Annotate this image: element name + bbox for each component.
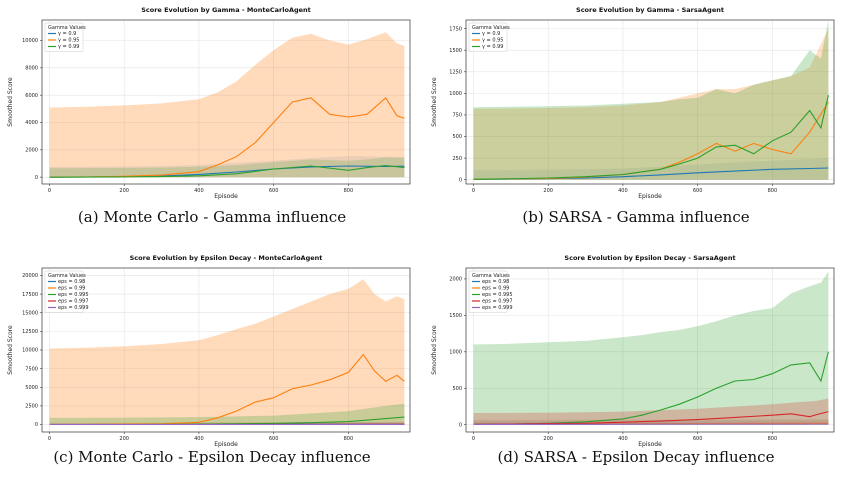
x-tick-label: 0 <box>48 188 51 194</box>
x-tick-label: 600 <box>693 436 703 442</box>
series-line <box>474 424 829 425</box>
confidence-band <box>474 272 829 425</box>
legend-entry: eps = 0.99 <box>482 286 509 292</box>
y-tick-label: 10000 <box>22 38 38 44</box>
y-tick-label: 15000 <box>22 310 38 316</box>
y-tick-label: 12500 <box>22 329 38 335</box>
chart-title: Score Evolution by Gamma - MonteCarloAge… <box>141 6 311 14</box>
chart-b: Score Evolution by Gamma - SarsaAgent 0 20… <box>424 0 848 200</box>
y-tick-label: 0 <box>459 177 462 183</box>
y-tick-label: 2000 <box>25 148 38 154</box>
panel-b: Score Evolution by Gamma - SarsaAgent 0 20… <box>424 0 848 237</box>
caption-c: (c) Monte Carlo - Epsilon Decay influenc… <box>0 448 424 466</box>
caption-d: (d) SARSA - Epsilon Decay influence <box>424 448 848 466</box>
x-tick-label: 400 <box>618 436 628 442</box>
x-tick-label: 0 <box>472 188 475 194</box>
panel-d: Score Evolution by Epsilon Decay - Sarsa… <box>424 248 848 485</box>
legend-entry: eps = 0.99 <box>58 286 85 292</box>
y-tick-label: 17500 <box>22 292 38 298</box>
x-tick-label: 400 <box>194 188 204 194</box>
y-axis-label: Smoothed Score <box>431 77 438 127</box>
y-tick-label: 500 <box>452 386 462 392</box>
y-tick-label: 4000 <box>25 120 38 126</box>
y-tick-label: 2500 <box>25 404 38 410</box>
y-tick-label: 2000 <box>449 277 462 283</box>
x-tick-label: 800 <box>344 188 354 194</box>
y-tick-label: 10000 <box>22 348 38 354</box>
x-tick-label: 0 <box>472 436 475 442</box>
y-tick-label: 7500 <box>25 366 38 372</box>
confidence-band <box>50 32 405 177</box>
x-tick-label: 800 <box>768 188 778 194</box>
panel-a: Score Evolution by Gamma - MonteCarloAge… <box>0 0 424 237</box>
y-tick-label: 1500 <box>449 48 462 54</box>
legend-entry: γ = 0.9 <box>482 31 500 37</box>
x-tick-label: 200 <box>543 188 553 194</box>
y-tick-label: 1750 <box>449 26 462 32</box>
x-tick-label: 600 <box>269 188 279 194</box>
chart-title: Score Evolution by Gamma - SarsaAgent <box>576 6 724 14</box>
y-tick-label: 1500 <box>449 313 462 319</box>
x-tick-label: 400 <box>194 436 204 442</box>
y-tick-label: 0 <box>35 175 38 181</box>
y-tick-label: 20000 <box>22 273 38 279</box>
legend-entry: γ = 0.99 <box>482 44 503 50</box>
x-axis-label: Episode <box>214 441 238 448</box>
legend-entry: eps = 0.997 <box>482 299 513 305</box>
x-tick-label: 200 <box>119 188 129 194</box>
caption-a: (a) Monte Carlo - Gamma influence <box>0 208 424 226</box>
confidence-band <box>50 279 405 424</box>
y-tick-label: 1000 <box>449 350 462 356</box>
y-tick-label: 1000 <box>449 91 462 97</box>
legend-entry: γ = 0.99 <box>58 44 79 50</box>
legend-entry: eps = 0.999 <box>58 305 89 311</box>
x-axis-label: Episode <box>638 193 662 200</box>
y-tick-label: 6000 <box>25 93 38 99</box>
chart-title: Score Evolution by Epsilon Decay - Monte… <box>130 254 323 262</box>
y-tick-label: 750 <box>452 113 462 119</box>
chart-c: Score Evolution by Epsilon Decay - Monte… <box>0 248 424 448</box>
legend-entry: eps = 0.997 <box>58 299 89 305</box>
x-tick-label: 200 <box>119 436 129 442</box>
caption-b: (b) SARSA - Gamma influence <box>424 208 848 226</box>
chart-a: Score Evolution by Gamma - MonteCarloAge… <box>0 0 424 200</box>
y-tick-label: 1250 <box>449 69 462 75</box>
y-tick-label: 5000 <box>25 385 38 391</box>
legend-entry: eps = 0.999 <box>482 305 513 311</box>
x-tick-label: 400 <box>618 188 628 194</box>
panel-c: Score Evolution by Epsilon Decay - Monte… <box>0 248 424 485</box>
chart-d: Score Evolution by Epsilon Decay - Sarsa… <box>424 248 848 448</box>
legend-entry: eps = 0.995 <box>482 292 513 298</box>
x-tick-label: 200 <box>543 436 553 442</box>
legend-entry: eps = 0.98 <box>58 279 85 285</box>
x-tick-label: 800 <box>768 436 778 442</box>
x-tick-label: 600 <box>693 188 703 194</box>
x-axis-label: Episode <box>638 441 662 448</box>
x-tick-label: 600 <box>269 436 279 442</box>
y-axis-label: Smoothed Score <box>431 325 438 375</box>
y-tick-label: 8000 <box>25 66 38 72</box>
chart-title: Score Evolution by Epsilon Decay - Sarsa… <box>564 254 735 262</box>
legend-entry: eps = 0.995 <box>58 292 89 298</box>
x-tick-label: 800 <box>344 436 354 442</box>
legend-entry: γ = 0.9 <box>58 31 76 37</box>
confidence-band <box>474 20 829 180</box>
y-tick-label: 0 <box>35 422 38 428</box>
y-tick-label: 0 <box>459 422 462 428</box>
x-tick-label: 0 <box>48 436 51 442</box>
y-tick-label: 500 <box>452 134 462 140</box>
legend-entry: γ = 0.95 <box>482 38 503 44</box>
y-tick-label: 250 <box>452 156 462 162</box>
legend-entry: eps = 0.98 <box>482 279 509 285</box>
legend-entry: γ = 0.95 <box>58 38 79 44</box>
y-axis-label: Smoothed Score <box>7 77 14 127</box>
x-axis-label: Episode <box>214 193 238 200</box>
y-axis-label: Smoothed Score <box>7 325 14 375</box>
